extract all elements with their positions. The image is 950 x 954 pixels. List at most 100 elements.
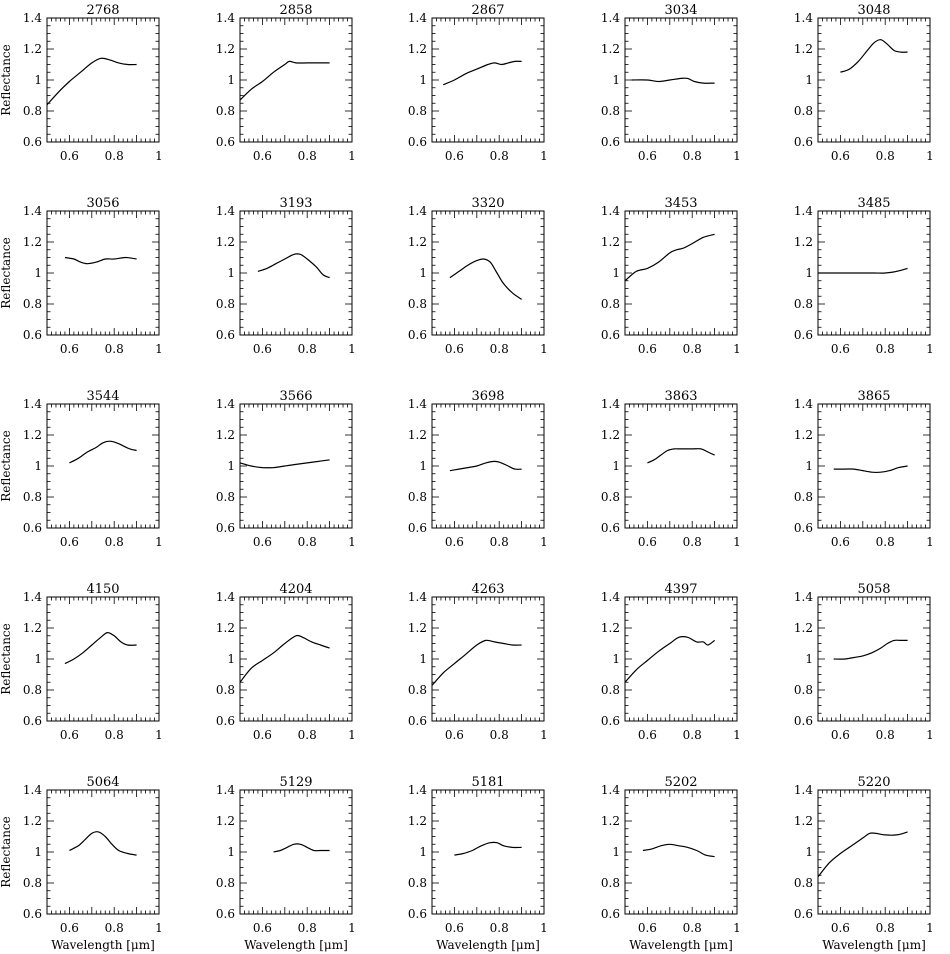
y-tick-label: 0.6 [216,521,235,535]
x-tick-label: 1 [540,728,548,742]
x-tick-label: 0.6 [638,149,657,163]
y-tick-label: 1.2 [408,621,427,635]
y-tick-label: 1.2 [23,428,42,442]
panel-title: 5181 [471,775,504,790]
x-tick-label: 1 [733,342,741,356]
y-tick-label: 0.8 [23,683,42,697]
panel-title: 3865 [857,389,890,404]
y-tick-label: 0.6 [794,135,813,149]
y-tick-label: 0.8 [216,876,235,890]
spectrum-line [69,440,137,464]
y-tick-label: 1.2 [23,621,42,635]
y-tick-label: 1.4 [794,11,813,25]
panel-title: 5058 [857,582,890,597]
y-tick-label: 1.2 [216,235,235,249]
y-tick-label: 1.2 [794,814,813,828]
y-tick-label: 1 [34,266,42,280]
y-tick-label: 0.6 [601,521,620,535]
y-tick-label: 1 [227,266,235,280]
plot-frame [239,17,353,143]
y-tick-label: 0.8 [794,876,813,890]
y-tick-label: 1.4 [601,11,620,25]
panel-title: 2858 [279,3,312,18]
x-tick-label: 0.6 [253,342,272,356]
x-tick-label: 0.8 [105,921,124,935]
y-tick-label: 1.2 [216,42,235,56]
y-tick-label: 0.8 [408,683,427,697]
x-tick-label: 1 [155,535,163,549]
x-tick-label: 1 [348,342,356,356]
plot-frame [239,596,353,722]
panel-title: 3453 [664,196,697,211]
y-tick-label: 1.4 [601,397,620,411]
y-tick-label: 1 [612,459,620,473]
y-tick-label: 0.8 [601,683,620,697]
y-tick-label: 1 [419,73,427,87]
y-tick-label: 1.4 [23,204,42,218]
x-tick-label: 1 [926,149,934,163]
panel-4150: 4150 0.6 0.8 1 1.2 1.4 0.6 0.8 1 Reflectance [0,582,163,742]
y-tick-label: 0.8 [23,104,42,118]
y-tick-label: 0.8 [794,297,813,311]
y-tick-label: 1.4 [794,397,813,411]
y-tick-label: 0.6 [408,714,427,728]
spectrum-line [449,258,522,300]
y-tick-label: 1.4 [794,204,813,218]
spectrum-line [631,77,715,84]
x-tick-label: 0.8 [298,149,317,163]
y-tick-label: 0.6 [601,328,620,342]
spectrum-line [69,831,137,856]
x-tick-label: 0.6 [831,149,850,163]
plot-frame [46,403,160,529]
y-tick-label: 0.8 [216,104,235,118]
y-tick-label: 0.8 [794,683,813,697]
y-tick-label: 0.6 [216,714,235,728]
plot-frame [624,596,738,722]
y-tick-label: 0.6 [794,907,813,921]
panel-3566: 3566 0.6 0.8 1 1.2 1.4 0.6 0.8 1 [216,389,356,549]
x-tick-label: 0.6 [253,921,272,935]
y-tick-label: 1 [805,845,813,859]
x-tick-label: 0.6 [638,921,657,935]
plot-frame [431,210,545,336]
y-tick-label: 1.4 [601,783,620,797]
y-tick-label: 0.8 [216,683,235,697]
x-tick-label: 0.8 [105,149,124,163]
y-tick-label: 0.6 [408,135,427,149]
x-axis-label: Wavelength [μm] [244,938,348,952]
panel-title: 3034 [664,3,697,18]
panel-3048: 3048 0.6 0.8 1 1.2 1.4 0.6 0.8 1 [794,3,934,163]
x-tick-label: 0.8 [490,149,509,163]
panel-2867: 2867 0.6 0.8 1 1.2 1.4 0.6 0.8 1 [408,3,548,163]
plot-frame [431,789,545,915]
panel-title: 3320 [471,196,504,211]
y-tick-label: 1.2 [794,621,813,635]
x-tick-label: 0.8 [876,149,895,163]
spectrum-line [64,631,137,665]
y-tick-label: 0.6 [794,714,813,728]
y-tick-label: 1 [34,459,42,473]
x-tick-label: 1 [733,535,741,549]
y-tick-label: 1 [805,73,813,87]
panel-4204: 4204 0.6 0.8 1 1.2 1.4 0.6 0.8 1 [216,582,356,742]
y-tick-label: 0.6 [216,135,235,149]
x-tick-label: 0.6 [60,921,79,935]
plot-frame [46,17,160,143]
panel-title: 5064 [86,775,119,790]
panel-3320: 3320 0.6 0.8 1 1.2 1.4 0.6 0.8 1 [408,196,548,356]
y-tick-label: 1.4 [794,590,813,604]
x-tick-label: 0.6 [445,535,464,549]
y-tick-label: 0.8 [408,876,427,890]
y-axis-label: Reflectance [0,44,13,116]
y-tick-label: 1.4 [601,204,620,218]
x-tick-label: 0.8 [876,342,895,356]
plot-frame [239,210,353,336]
y-tick-label: 1.4 [23,783,42,797]
x-tick-label: 1 [926,535,934,549]
x-tick-label: 0.8 [298,728,317,742]
y-tick-label: 1 [612,266,620,280]
x-tick-label: 0.8 [298,535,317,549]
x-tick-label: 0.6 [445,342,464,356]
